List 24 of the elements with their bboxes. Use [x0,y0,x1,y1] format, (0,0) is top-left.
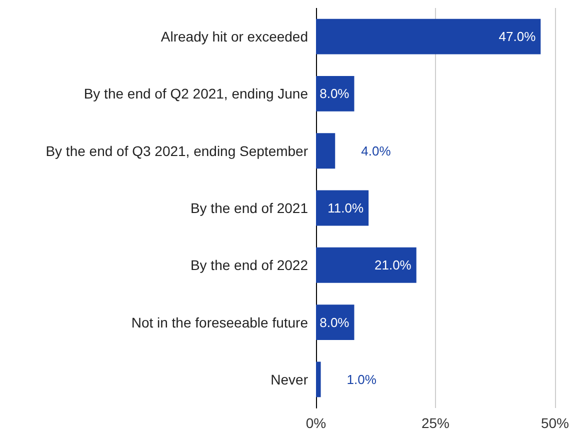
y-tick-label: By the end of 2022 [190,257,308,274]
data-label: 8.0% [320,314,350,330]
y-tick-label: Not in the foreseeable future [131,314,308,330]
y-tick-label: By the end of Q3 2021, ending September [46,142,308,159]
data-label: 47.0% [498,29,536,44]
data-label: 8.0% [320,86,350,102]
data-label: 1.0% [346,372,377,387]
y-tick-label: Already hit or exceeded [160,28,308,45]
y-tick-label: By the end of Q2 2021, ending June [84,86,308,102]
data-label: 4.0% [361,143,392,158]
x-tick-label: 50% [540,415,570,431]
x-tick-label: 0% [306,415,326,431]
bar [316,190,369,226]
bar [316,18,541,54]
data-label: 21.0% [374,258,412,273]
x-tick-label: 25% [421,415,450,431]
bar [316,133,336,169]
y-tick-label: Never [270,371,308,388]
bar [316,247,416,283]
bar [316,362,321,398]
y-tick-label: By the end of 2021 [190,200,308,216]
bar [316,304,354,340]
data-label: 11.0% [328,200,364,216]
bar [316,76,354,112]
